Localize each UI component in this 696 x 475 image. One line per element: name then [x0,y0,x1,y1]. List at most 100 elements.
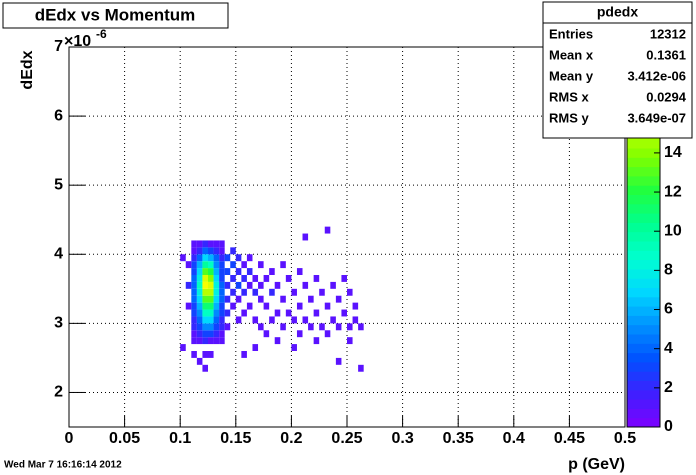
heat-cell [191,247,197,255]
heat-cell [241,275,247,282]
heat-cell [219,254,225,262]
heat-cell [347,288,353,296]
heat-cell [230,275,236,282]
heat-cell [208,323,214,331]
heat-cell [213,323,220,331]
heat-cell [208,316,214,324]
chart-title: dEdx vs Momentum [35,5,196,24]
heat-cell [191,330,197,338]
heat-cell [208,240,214,248]
y-tick-label: 7 [54,38,63,55]
heat-cell [219,261,225,269]
heat-cell [202,275,208,282]
heat-cell [219,247,225,255]
heat-cell [224,281,231,289]
heat-cell [313,275,320,282]
heat-cell [213,281,220,289]
heat-cell [235,254,242,262]
x-tick-label: 0.1 [169,430,191,447]
title-box [2,2,229,29]
heat-cell [213,316,220,324]
heat-cell [230,288,236,296]
heat-cell [202,351,208,358]
heat-cell [191,337,197,345]
heat-cell [202,288,208,296]
heat-cell [191,281,197,289]
heat-cell [196,357,203,365]
heat-cell [330,316,336,324]
y-tick-label: 5 [54,176,63,193]
y-multiplier: ×10 [64,33,91,50]
heat-cell [230,261,236,269]
stats-title: pdedx [597,4,638,20]
heat-cell [213,247,220,255]
colorbar-band [627,138,660,149]
x-tick-label: 0.45 [554,430,585,447]
heat-cell [213,337,220,345]
heat-cell [269,268,275,275]
heat-cell [196,316,203,324]
heat-cell [246,268,253,275]
heat-cell [324,330,331,338]
heat-cell [196,323,203,331]
heat-cell [224,268,231,275]
heat-cell [208,351,214,358]
heat-cell [313,337,320,345]
x-tick-label: 0.05 [109,430,140,447]
heat-cell [202,268,208,275]
heat-cell [202,316,208,324]
heat-cell [196,295,203,303]
x-tick-label: 0.15 [220,430,251,447]
heat-cell [213,330,220,338]
heat-cell [191,316,197,324]
colorbar-band [627,185,660,195]
heat-cell [208,295,214,303]
colorbar-band [627,361,660,372]
heat-cell [191,309,197,317]
heat-cell [296,330,303,338]
heat-cell [341,275,347,282]
heat-cell [291,316,297,324]
heat-cell [274,337,281,345]
heat-cell [269,316,275,324]
heat-cell [302,316,309,324]
colorbar-band [627,315,660,326]
x-tick-label: 0.5 [614,430,636,447]
heat-cell [208,337,214,345]
stats-value: 3.649e-07 [627,110,686,125]
heat-cell [196,281,203,289]
heat-cell [196,309,203,317]
heat-cell [196,288,203,296]
heat-cell [263,330,270,338]
heat-cell [208,309,214,317]
heat-cell [180,254,186,262]
colorbar-band [627,324,660,335]
heat-cell [202,281,208,289]
colorbar-band [627,166,660,177]
heat-cell [208,254,214,262]
heat-cell [224,323,231,331]
z-tick-label: 10 [664,222,682,239]
heat-cell [291,288,297,296]
heat-cell [319,323,325,331]
heat-cell [324,302,331,310]
z-tick-label: 14 [664,144,682,161]
heat-cell [196,337,203,345]
heat-cell [213,275,220,282]
heat-cell [269,288,275,296]
stats-label: Mean x [549,47,594,62]
heat-cell [274,281,281,289]
y-axis-label: dEdx [19,50,36,89]
heat-cell [213,254,220,262]
stats-box [542,1,693,139]
heat-cell [280,295,286,303]
heat-cell [202,330,208,338]
heat-cell [324,226,331,234]
heat-cell [202,302,208,310]
heat-cell [230,247,236,255]
heat-cell [263,302,270,310]
heat-cell [202,364,208,372]
heat-cell [219,316,225,324]
heat-cell [280,323,286,331]
x-axis-label: p (GeV) [568,456,625,473]
